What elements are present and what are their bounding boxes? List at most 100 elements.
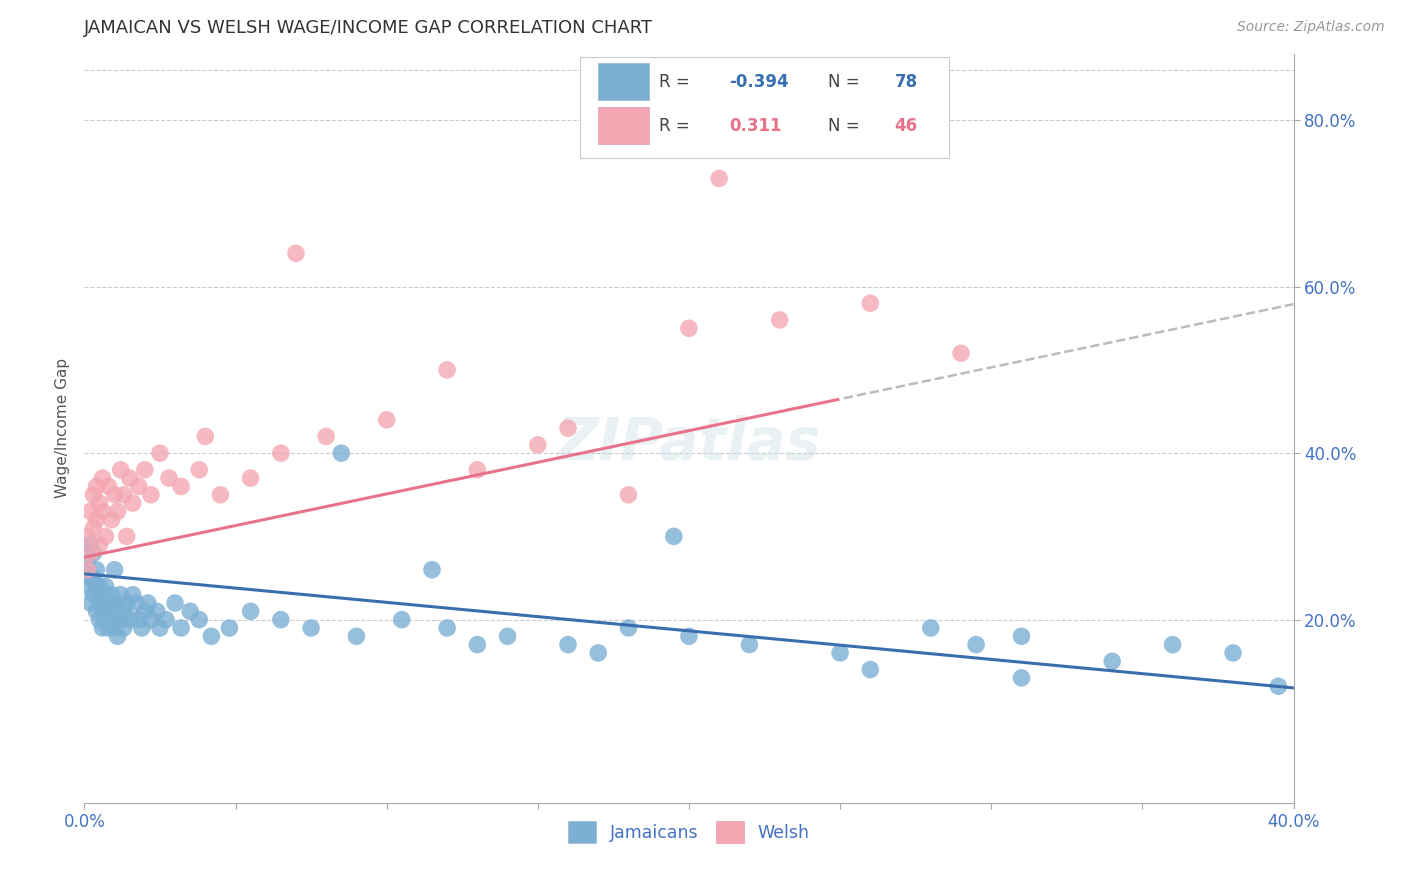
Point: [91, 504, 114, 518]
Point: [76, 554, 98, 568]
Point: [346, 629, 368, 643]
Point: [678, 629, 700, 643]
Text: Source: ZipAtlas.com: Source: ZipAtlas.com: [1237, 20, 1385, 34]
Point: [112, 488, 135, 502]
Point: [209, 488, 232, 502]
Point: [107, 629, 129, 643]
Point: [82, 546, 104, 560]
Y-axis label: Wage/Income Gap: Wage/Income Gap: [55, 358, 70, 499]
Point: [617, 621, 640, 635]
Point: [299, 621, 322, 635]
Point: [139, 613, 162, 627]
Point: [115, 596, 138, 610]
Point: [467, 463, 489, 477]
Point: [1222, 646, 1244, 660]
Point: [188, 613, 211, 627]
Point: [94, 596, 117, 610]
Point: [678, 321, 700, 335]
FancyBboxPatch shape: [599, 62, 650, 100]
Point: [859, 296, 882, 310]
Point: [91, 604, 114, 618]
Point: [157, 471, 180, 485]
Legend: Jamaicans, Welsh: Jamaicans, Welsh: [561, 814, 817, 850]
Point: [557, 638, 579, 652]
Text: N =: N =: [828, 117, 859, 136]
Text: ZIPatlas: ZIPatlas: [557, 415, 821, 472]
Point: [146, 604, 169, 618]
Point: [1011, 629, 1033, 643]
Point: [89, 596, 111, 610]
Point: [76, 563, 98, 577]
Point: [86, 563, 108, 577]
Point: [89, 579, 111, 593]
Point: [391, 613, 413, 627]
Point: [950, 346, 973, 360]
Point: [94, 579, 117, 593]
Point: [617, 488, 640, 502]
Point: [557, 421, 579, 435]
Point: [112, 621, 135, 635]
Point: [86, 579, 108, 593]
FancyBboxPatch shape: [581, 57, 949, 159]
Point: [194, 429, 217, 443]
Point: [125, 596, 148, 610]
Point: [134, 604, 156, 618]
Point: [270, 613, 292, 627]
Point: [136, 596, 159, 610]
Point: [149, 621, 172, 635]
Point: [82, 588, 104, 602]
Point: [920, 621, 942, 635]
Point: [82, 488, 104, 502]
Point: [86, 604, 108, 618]
Point: [239, 471, 262, 485]
Point: [115, 529, 138, 543]
Point: [527, 438, 550, 452]
Point: [104, 621, 127, 635]
Point: [420, 563, 443, 577]
Point: [128, 479, 150, 493]
Point: [79, 538, 101, 552]
Point: [315, 429, 337, 443]
Point: [79, 596, 101, 610]
Text: 0.311: 0.311: [728, 117, 782, 136]
Point: [588, 646, 610, 660]
Point: [1011, 671, 1033, 685]
Point: [89, 613, 111, 627]
Point: [100, 513, 122, 527]
Point: [76, 563, 98, 577]
Point: [436, 621, 458, 635]
Point: [97, 596, 120, 610]
Point: [94, 613, 117, 627]
Point: [118, 613, 141, 627]
Point: [738, 638, 761, 652]
Point: [89, 538, 111, 552]
Point: [662, 529, 685, 543]
Point: [82, 521, 104, 535]
Point: [91, 621, 114, 635]
Point: [112, 604, 135, 618]
Point: [110, 588, 132, 602]
Point: [110, 463, 132, 477]
Point: [330, 446, 353, 460]
Point: [97, 621, 120, 635]
Point: [97, 479, 120, 493]
Point: [218, 621, 240, 635]
Point: [1267, 679, 1289, 693]
Point: [149, 446, 172, 460]
Point: [188, 463, 211, 477]
Point: [769, 313, 792, 327]
Point: [270, 446, 292, 460]
Point: [830, 646, 852, 660]
Point: [79, 546, 101, 560]
Point: [375, 413, 398, 427]
Point: [104, 563, 127, 577]
Point: [436, 363, 458, 377]
Point: [79, 571, 101, 585]
Point: [155, 613, 177, 627]
Point: [139, 488, 162, 502]
Point: [107, 604, 129, 618]
Point: [118, 471, 141, 485]
Point: [121, 496, 143, 510]
Point: [200, 629, 222, 643]
Point: [100, 588, 122, 602]
